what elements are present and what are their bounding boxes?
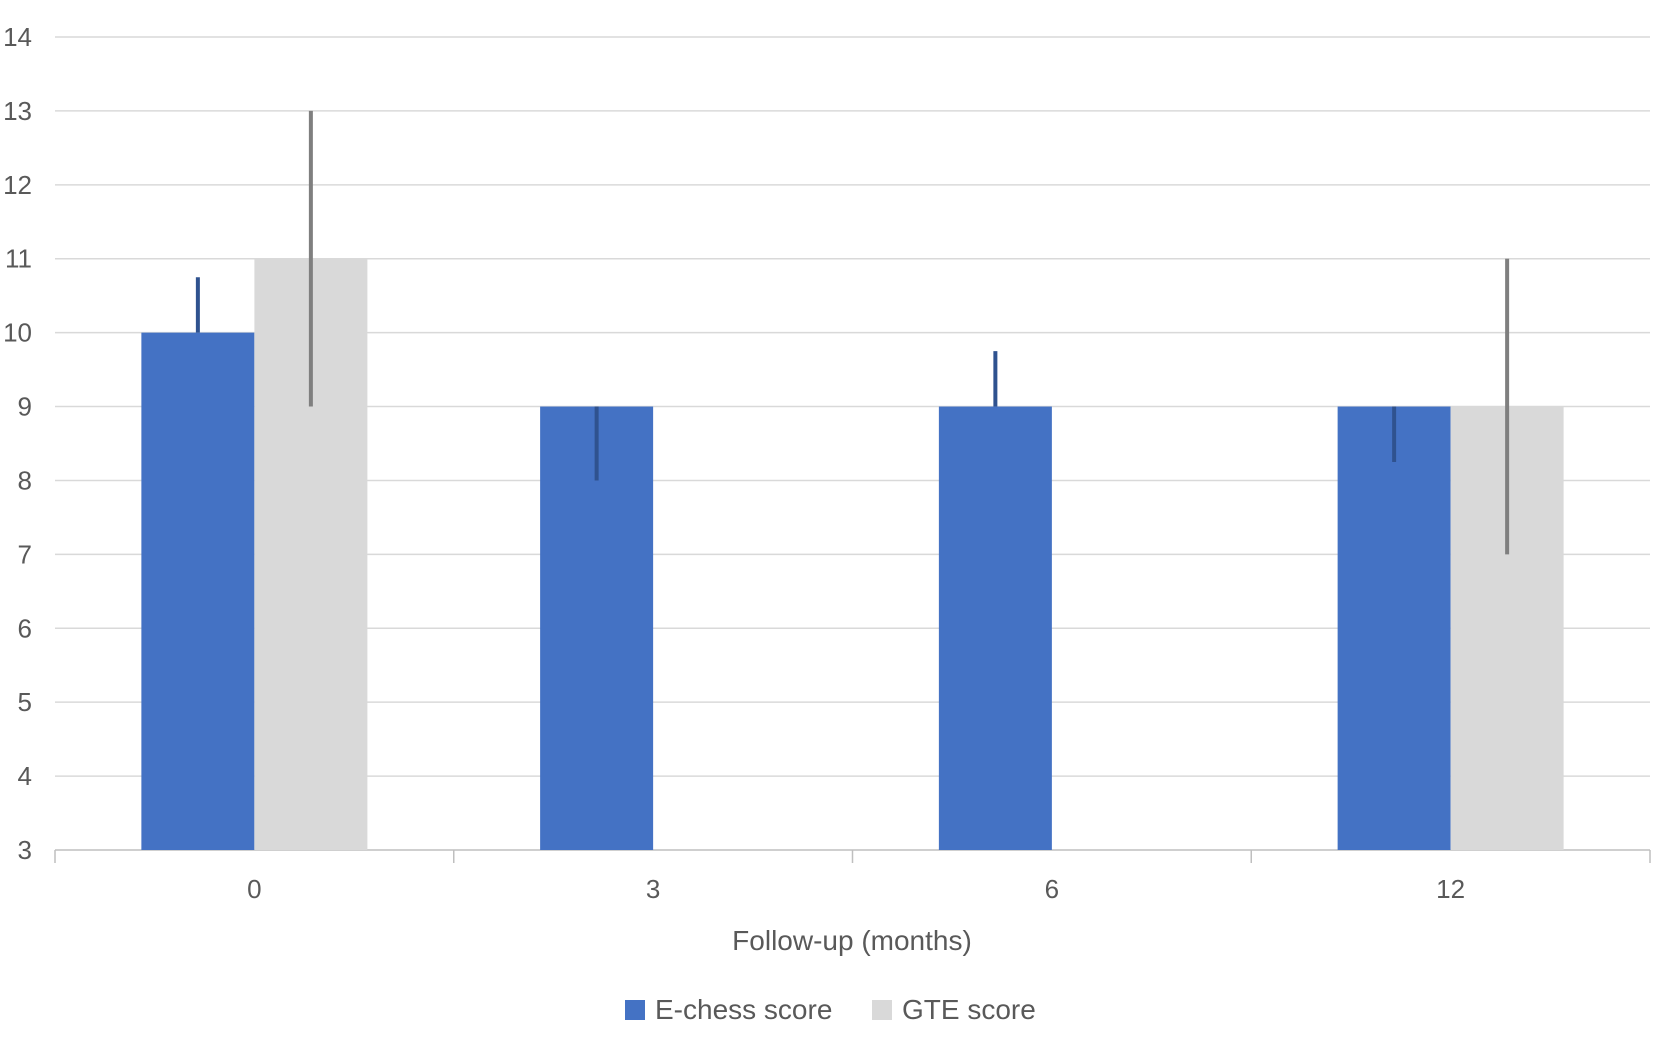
x-axis-tick-labels: 0 3 6 12 <box>247 874 1465 904</box>
y-tick-label: 14 <box>3 22 32 52</box>
y-tick-label: 3 <box>18 835 32 865</box>
x-tick-label: 3 <box>646 874 660 904</box>
bar-e-chess-score <box>938 406 1052 850</box>
bar-e-chess-score <box>141 332 255 850</box>
y-tick-label: 5 <box>18 687 32 717</box>
y-tick-label: 10 <box>3 318 32 348</box>
x-tick-label: 0 <box>247 874 261 904</box>
legend-label: GTE score <box>902 994 1036 1025</box>
legend: E-chess score GTE score <box>625 994 1036 1025</box>
y-tick-label: 9 <box>18 392 32 422</box>
x-tick-label: 12 <box>1436 874 1465 904</box>
legend-label: E-chess score <box>655 994 832 1025</box>
bars <box>141 258 1564 850</box>
y-tick-label: 8 <box>18 465 32 495</box>
y-tick-label: 11 <box>5 244 32 274</box>
y-tick-label: 12 <box>3 170 32 200</box>
error-bars <box>195 110 1510 555</box>
y-tick-label: 4 <box>18 761 32 791</box>
y-tick-label: 7 <box>18 539 32 569</box>
bar-e-chess-score <box>1337 406 1451 850</box>
legend-swatch <box>872 1000 892 1020</box>
x-tick-label: 6 <box>1045 874 1059 904</box>
x-axis <box>54 849 1651 863</box>
y-tick-label: 6 <box>18 613 32 643</box>
x-axis-title: Follow-up (months) <box>732 925 972 956</box>
y-tick-label: 13 <box>3 96 32 126</box>
y-axis-tick-labels: 3 4 5 6 7 8 9 10 11 12 13 14 <box>3 22 32 865</box>
legend-swatch <box>625 1000 645 1020</box>
